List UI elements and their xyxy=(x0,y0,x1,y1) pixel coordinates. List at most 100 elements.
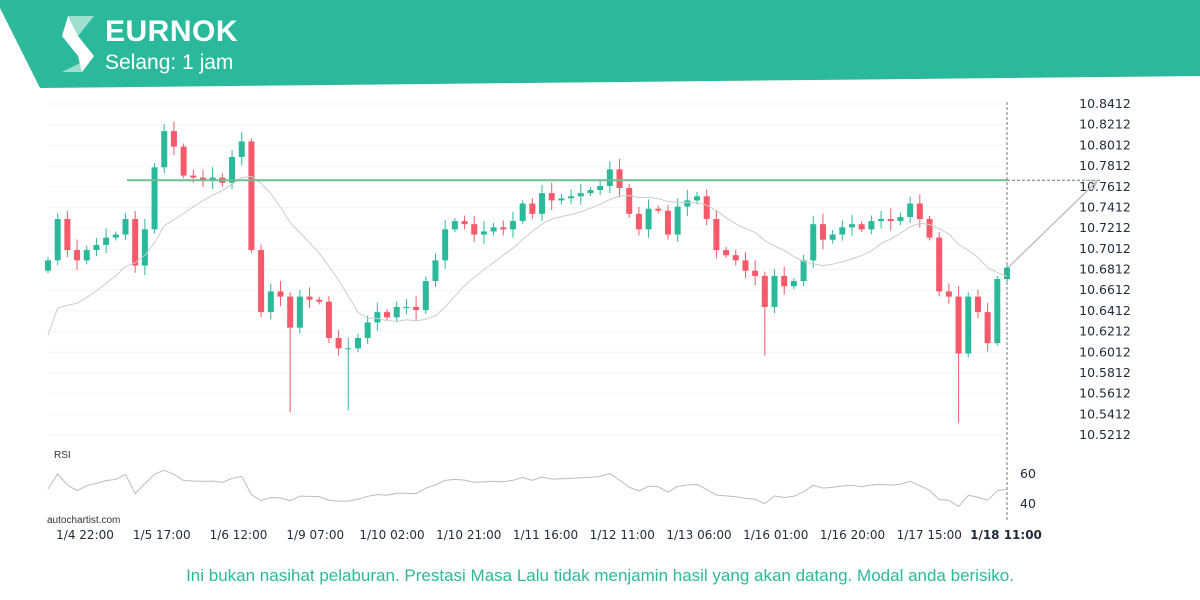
candle-body xyxy=(539,193,546,214)
candle xyxy=(151,162,158,234)
candle-body xyxy=(451,221,458,230)
y-tick-label: 10.6012 xyxy=(1079,344,1131,359)
candle xyxy=(384,309,391,321)
y-tick-label: 10.6412 xyxy=(1079,303,1131,318)
candle xyxy=(664,205,671,240)
candle xyxy=(858,221,865,233)
candle-body xyxy=(103,237,110,245)
x-tick-label: 1/4 22:00 xyxy=(56,528,114,542)
candle xyxy=(209,167,216,190)
candle-body xyxy=(374,312,381,323)
y-tick-label: 10.5812 xyxy=(1079,365,1131,380)
candle-body xyxy=(664,210,671,235)
candle-body xyxy=(616,169,623,188)
y-tick-label: 10.5612 xyxy=(1079,386,1131,401)
candle xyxy=(471,216,478,242)
candle-body xyxy=(64,219,71,251)
candle xyxy=(267,283,274,320)
candle xyxy=(500,220,507,236)
candle xyxy=(238,132,245,166)
candle xyxy=(529,197,536,219)
candle-body xyxy=(490,227,497,232)
candle xyxy=(887,208,894,231)
candle xyxy=(703,189,710,226)
candle-body xyxy=(577,193,584,197)
candle-body xyxy=(926,219,933,238)
candle xyxy=(945,283,952,304)
candle-body xyxy=(907,203,914,217)
candle xyxy=(432,253,439,288)
moving-average-line xyxy=(47,175,1008,336)
candle-body xyxy=(548,193,555,201)
candle xyxy=(325,296,332,344)
candle xyxy=(103,228,110,254)
candle-body xyxy=(325,301,332,338)
candle-body xyxy=(984,312,991,344)
candle xyxy=(509,211,516,238)
candle xyxy=(93,238,100,257)
candle xyxy=(54,213,61,266)
candle-body xyxy=(461,221,468,225)
forecast-arrow xyxy=(1007,181,1097,269)
candle-body xyxy=(974,296,981,313)
candle-body xyxy=(229,156,236,183)
candle xyxy=(897,212,904,226)
y-tick-label: 10.6612 xyxy=(1079,282,1131,297)
credit-text: autochartist.com xyxy=(47,515,121,526)
interval-label: Selang: 1 jam xyxy=(105,51,234,74)
candle-body xyxy=(626,187,633,214)
y-tick-label: 10.6212 xyxy=(1079,324,1131,339)
x-tick-label: 1/11 16:00 xyxy=(513,528,578,542)
rsi-line xyxy=(47,469,1008,508)
candle xyxy=(587,186,594,196)
candle xyxy=(422,276,429,314)
candle-body xyxy=(161,131,168,168)
candle xyxy=(354,333,361,353)
candle xyxy=(800,254,807,287)
candle-body xyxy=(800,260,807,282)
symbol-title: EURNOK xyxy=(105,15,239,48)
rsi-label: RSI xyxy=(54,450,71,461)
y-tick-label: 10.8012 xyxy=(1079,137,1131,152)
candle-body xyxy=(955,296,962,354)
candle-body xyxy=(868,221,875,230)
candle xyxy=(345,337,352,411)
candle xyxy=(732,249,739,266)
price-chart[interactable]: 10.8412 10.8212 10.8012 10.7812 10.7612 10.74… xyxy=(0,0,1200,560)
y-tick-label: 10.7212 xyxy=(1079,220,1131,235)
x-tick-label: 1/13 06:00 xyxy=(666,528,731,542)
candle xyxy=(916,194,923,228)
candle-body xyxy=(897,216,904,222)
candle-body xyxy=(994,279,1001,344)
candle xyxy=(258,244,265,318)
x-tick-label: 1/10 21:00 xyxy=(436,528,501,542)
candle-body xyxy=(432,260,439,282)
candle xyxy=(74,239,81,270)
candle xyxy=(723,246,730,259)
candle xyxy=(83,245,90,265)
x-tick-label: 1/16 01:00 xyxy=(743,528,808,542)
candle-body xyxy=(345,348,352,350)
candle-body xyxy=(635,213,642,230)
candle-body xyxy=(132,219,139,266)
candle-body xyxy=(122,219,129,235)
candle xyxy=(597,180,604,196)
candle-body xyxy=(335,337,342,349)
candle-body xyxy=(209,177,216,180)
candle xyxy=(781,266,788,295)
candle-body xyxy=(413,306,420,311)
candle xyxy=(819,213,826,250)
x-tick-label: 1/16 20:00 xyxy=(820,528,885,542)
candle xyxy=(694,191,701,205)
y-tick-label: 10.6812 xyxy=(1079,262,1131,277)
candle-body xyxy=(878,219,885,222)
candle xyxy=(45,257,51,274)
candle-body xyxy=(248,141,255,251)
candle xyxy=(161,124,168,174)
candle-body xyxy=(267,291,274,313)
candle-body xyxy=(936,237,943,292)
candle-body xyxy=(519,203,526,222)
candle-body xyxy=(403,306,410,308)
candle xyxy=(277,280,284,307)
candle xyxy=(626,183,633,218)
